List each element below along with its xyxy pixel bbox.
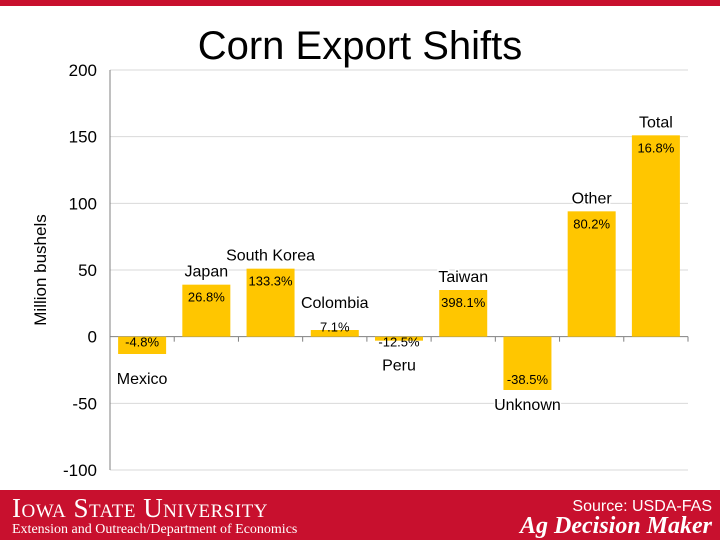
data-label: -4.8% <box>125 335 159 350</box>
bar <box>182 284 231 337</box>
data-label: 398.1% <box>441 295 486 310</box>
category-label: Mexico <box>117 371 168 388</box>
data-label: 7.1% <box>320 320 350 335</box>
data-label: 133.3% <box>249 274 294 289</box>
data-label: 16.8% <box>637 140 674 155</box>
category-label: Total <box>639 114 673 131</box>
bar <box>439 290 488 337</box>
bar <box>503 336 552 390</box>
chart-title: Corn Export Shifts <box>197 24 523 68</box>
bar-chart: 200 150 100 50 0 -50 -100 Million bushels -4.8% M… <box>31 61 689 480</box>
footer-bar <box>0 490 720 540</box>
bar <box>567 211 616 337</box>
top-accent-bar <box>0 0 720 6</box>
category-label: Other <box>572 190 613 207</box>
y-tick-label: -50 <box>72 394 97 413</box>
bar <box>375 336 423 341</box>
ag-decision-maker-logo: Ag Decision Maker <box>520 513 712 539</box>
category-label: Unknown <box>494 397 561 414</box>
y-tick-label: 50 <box>78 261 97 280</box>
bar <box>246 268 295 337</box>
category-label: Colombia <box>301 295 369 312</box>
category-label: Taiwan <box>438 269 488 286</box>
bar <box>118 336 167 354</box>
data-label: -38.5% <box>507 372 549 387</box>
y-tick-label: -100 <box>63 461 97 480</box>
y-tick-label: 200 <box>69 61 97 80</box>
source-note: Source: USDA-FAS <box>572 498 712 515</box>
university-wordmark: Iowa State University <box>12 493 268 523</box>
data-label: 80.2% <box>573 216 610 231</box>
category-label: South Korea <box>226 248 315 265</box>
y-axis-title: Million bushels <box>31 214 50 326</box>
department-text: Extension and Outreach/Department of Eco… <box>12 522 298 537</box>
y-tick-label: 100 <box>69 194 97 213</box>
y-tick-label: 150 <box>69 128 97 147</box>
category-label: Japan <box>185 264 229 281</box>
category-label: Peru <box>382 358 416 375</box>
y-tick-label: 0 <box>88 328 97 347</box>
data-label: 26.8% <box>188 290 225 305</box>
bar <box>310 330 359 337</box>
bar <box>631 135 680 337</box>
data-label: -12.5% <box>378 335 420 350</box>
